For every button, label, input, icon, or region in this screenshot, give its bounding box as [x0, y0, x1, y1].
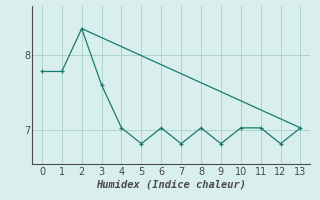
X-axis label: Humidex (Indice chaleur): Humidex (Indice chaleur)	[96, 180, 246, 190]
